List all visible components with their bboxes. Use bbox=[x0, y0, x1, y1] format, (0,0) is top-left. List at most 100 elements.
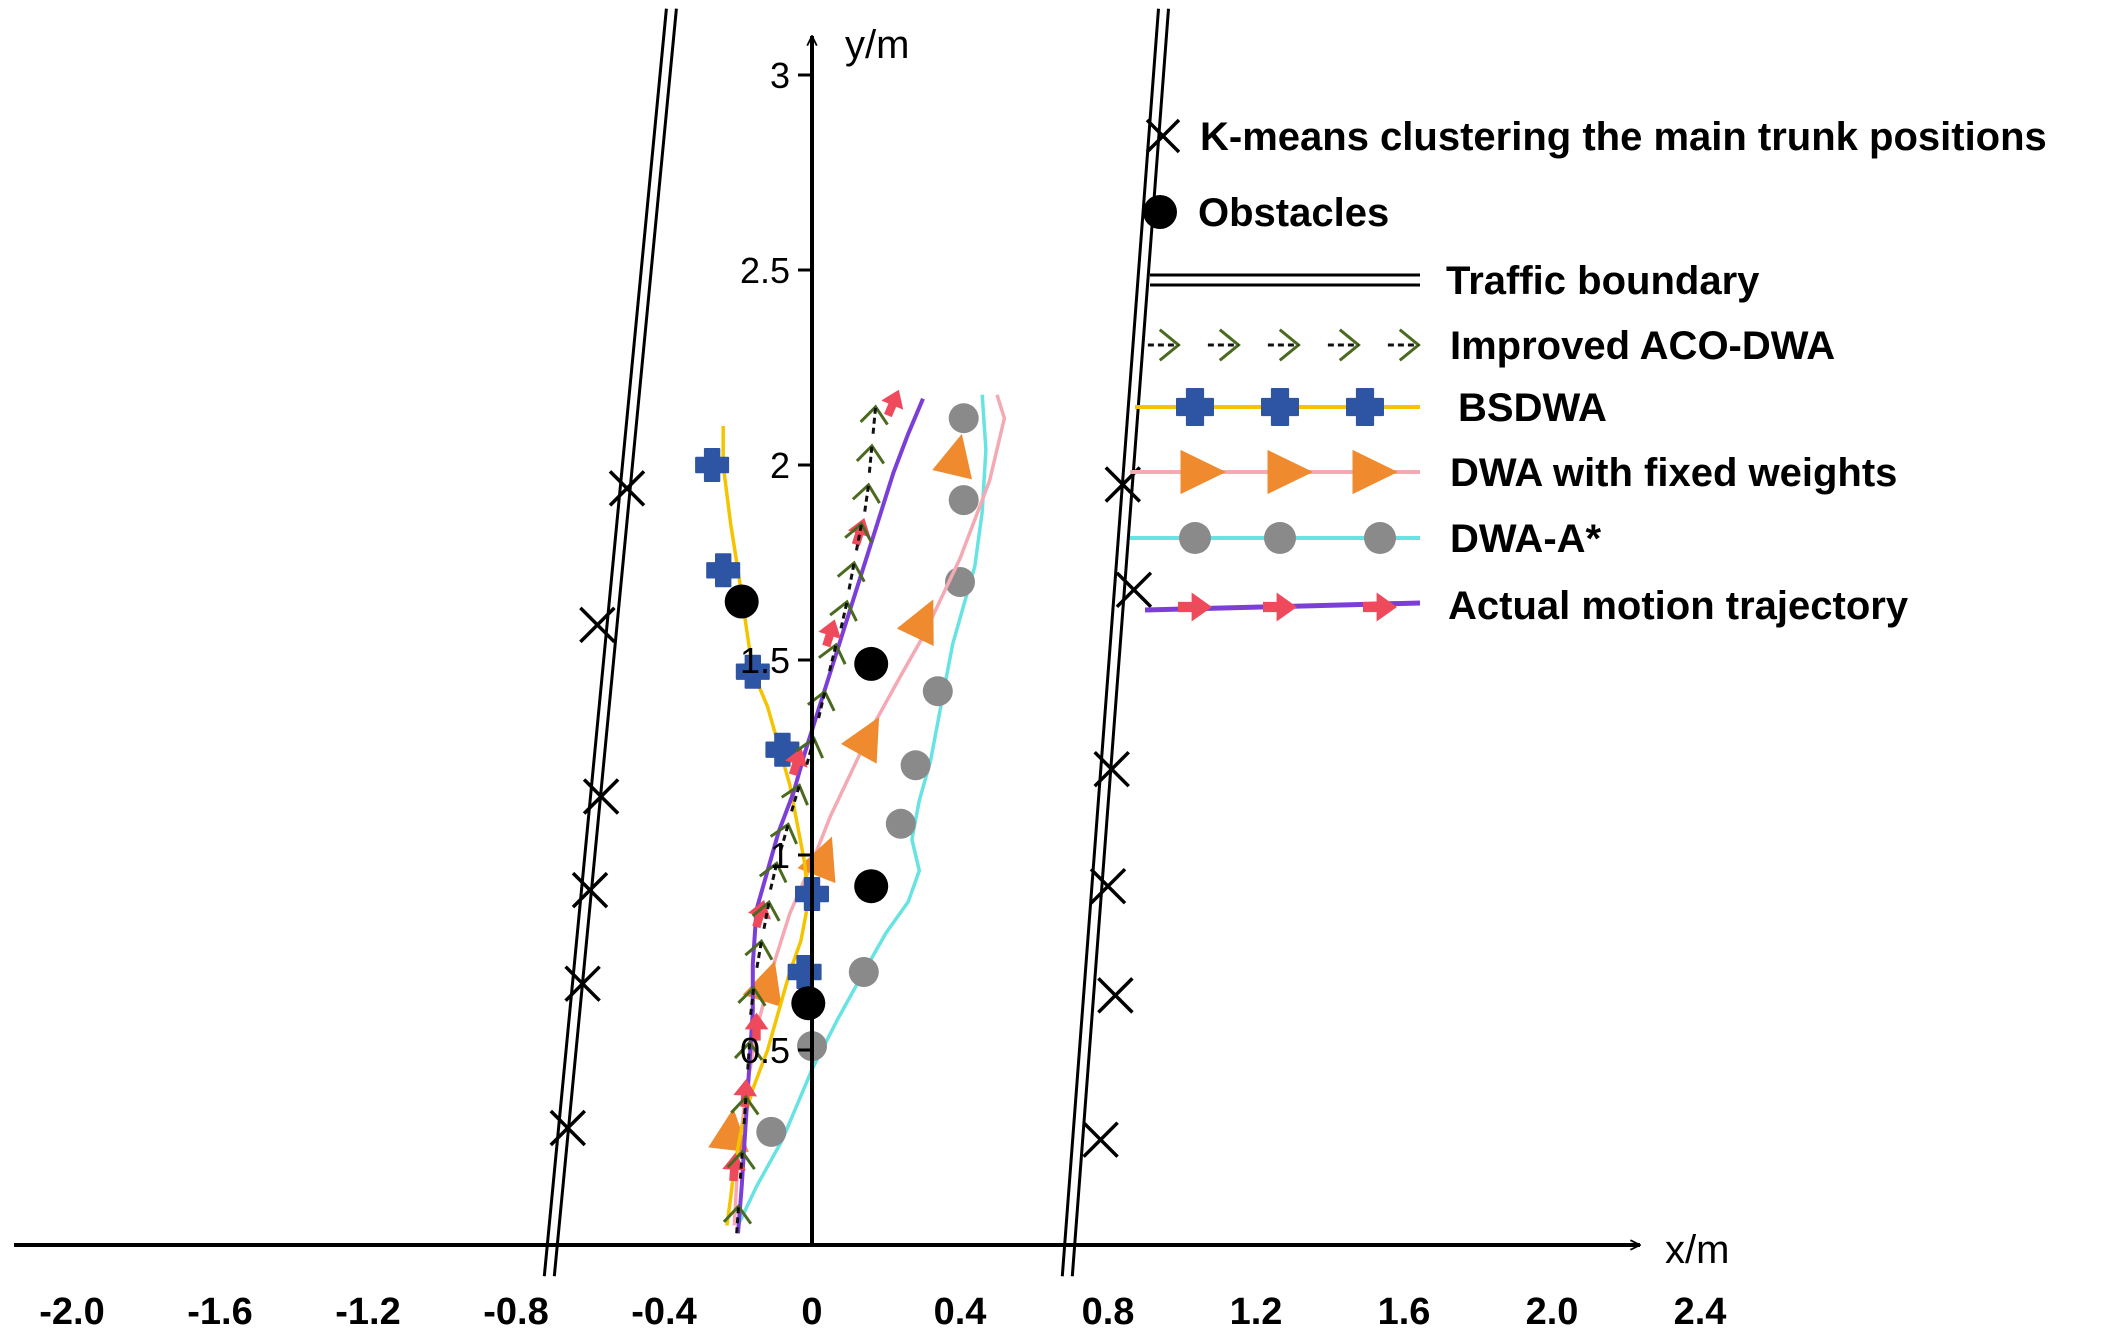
dwa-fixed-point bbox=[932, 433, 972, 480]
x-tick-label: 1.6 bbox=[1378, 1291, 1431, 1333]
actual-trajectory-point bbox=[847, 517, 871, 546]
x-tick-label: -1.2 bbox=[335, 1291, 400, 1333]
kmeans-layer bbox=[549, 466, 1153, 1158]
kmeans-point bbox=[579, 606, 616, 644]
dwa-astar-point bbox=[948, 403, 979, 434]
dwa-astar-point bbox=[885, 808, 916, 839]
traffic-boundary-line bbox=[552, 8, 678, 1277]
dwa-astar-point bbox=[756, 1116, 787, 1147]
legend-label: DWA-A* bbox=[1450, 517, 1602, 561]
improved-aco-dwa-point bbox=[844, 521, 874, 551]
y-tick-label: 2 bbox=[770, 445, 790, 486]
legend-actual-icon bbox=[1363, 592, 1397, 622]
x-tick-label: -0.4 bbox=[631, 1291, 696, 1333]
actual-trajectory-point bbox=[722, 1153, 746, 1182]
y-axis-label: y/m bbox=[845, 23, 909, 67]
dwa-astar-point bbox=[848, 957, 879, 987]
kmeans-point bbox=[564, 965, 601, 1002]
legend-label: Actual motion trajectory bbox=[1448, 584, 1909, 628]
bsdwa-point bbox=[765, 732, 800, 767]
legend-astar-icon bbox=[1364, 522, 1396, 554]
legend-label: Improved ACO-DWA bbox=[1450, 324, 1835, 368]
actual-trajectory-point bbox=[744, 1012, 769, 1041]
kmeans-point bbox=[1097, 977, 1134, 1014]
series-bsdwa bbox=[695, 426, 829, 1226]
dwa-astar-line bbox=[736, 394, 988, 1227]
actual-trajectory-point bbox=[785, 748, 808, 777]
bsdwa-point bbox=[706, 553, 741, 588]
x-tick-label: -0.8 bbox=[483, 1291, 548, 1333]
improved-aco-dwa-point bbox=[836, 560, 866, 590]
improved-aco-dwa-point bbox=[780, 783, 809, 812]
improved-aco-dwa-point bbox=[733, 1040, 764, 1070]
y-tick-label: 1.5 bbox=[740, 640, 790, 681]
series-dwa-fixed-weights bbox=[708, 394, 1007, 1226]
legend-improved-icon bbox=[1207, 328, 1241, 362]
y-tick-label: 1 bbox=[770, 835, 790, 876]
kmeans-point bbox=[549, 1109, 587, 1147]
legend-item-kmeans: K-means clustering the main trunk positi… bbox=[1145, 115, 2047, 159]
actual-trajectory-point bbox=[881, 389, 904, 418]
legend-improved-icon bbox=[1327, 328, 1361, 362]
legend-kmeans-icon bbox=[1145, 118, 1181, 154]
x-tick-label: 0.8 bbox=[1082, 1291, 1135, 1333]
bsdwa-point bbox=[735, 654, 770, 689]
dwa-fixed-point bbox=[840, 717, 880, 764]
traffic-boundary-line bbox=[1060, 8, 1160, 1277]
legend-bsdwa-icon bbox=[1176, 388, 1214, 426]
improved-aco-dwa-point bbox=[829, 599, 858, 629]
improved-aco-dwa-point bbox=[737, 985, 767, 1015]
axes: x/m y/m bbox=[14, 23, 1729, 1272]
x-tick-label: -1.6 bbox=[187, 1291, 252, 1333]
legend-item-fixed: DWA with fixed weights bbox=[1130, 449, 1897, 495]
improved-aco-dwa-point bbox=[769, 822, 798, 851]
legend-improved-icon bbox=[1147, 328, 1181, 362]
y-tick-label: 0.5 bbox=[740, 1030, 790, 1071]
x-tick-label: -2.0 bbox=[39, 1291, 104, 1333]
obstacle-point bbox=[854, 646, 889, 681]
dwa-astar-point bbox=[922, 676, 953, 707]
legend-label: DWA with fixed weights bbox=[1450, 451, 1897, 495]
legend: K-means clustering the main trunk positi… bbox=[1130, 115, 2047, 628]
legend-item-actual: Actual motion trajectory bbox=[1144, 584, 1909, 628]
obstacle-point bbox=[791, 986, 826, 1021]
dwa-fixed-line bbox=[732, 394, 1007, 1226]
legend-fixed-icon bbox=[1352, 449, 1398, 495]
improved-aco-dwa-point bbox=[818, 642, 847, 672]
legend-bsdwa-icon bbox=[1261, 388, 1299, 426]
kmeans-point bbox=[1089, 867, 1127, 905]
obstacle-point bbox=[854, 869, 889, 904]
legend-item-boundary: Traffic boundary bbox=[1150, 259, 1760, 303]
kmeans-point bbox=[1082, 1121, 1119, 1158]
legend-actual-icon bbox=[1178, 592, 1212, 622]
x-tick-label: 0.4 bbox=[934, 1291, 987, 1333]
legend-fixed-icon bbox=[1180, 449, 1226, 495]
legend-label: Traffic boundary bbox=[1446, 259, 1760, 303]
improved-aco-dwa-point bbox=[722, 1203, 753, 1234]
legend-improved-icon bbox=[1387, 328, 1421, 362]
improved-aco-dwa-point bbox=[855, 443, 886, 473]
obstacles-layer bbox=[724, 584, 889, 1021]
x-tick-label: 0 bbox=[801, 1291, 822, 1333]
x-tick-label: 2.4 bbox=[1674, 1291, 1727, 1333]
legend-fixed-icon bbox=[1267, 449, 1313, 495]
obstacle-point bbox=[724, 584, 759, 619]
improved-aco-dwa-point bbox=[744, 938, 774, 969]
traffic-boundaries bbox=[542, 8, 1170, 1277]
legend-obstacle-icon bbox=[1143, 195, 1177, 229]
improved-aco-dwa-point bbox=[726, 1149, 756, 1179]
legend-improved-icon bbox=[1267, 328, 1301, 362]
legend-label: BSDWA bbox=[1458, 386, 1607, 430]
kmeans-point bbox=[1115, 571, 1153, 609]
improved-aco-dwa-point bbox=[859, 404, 889, 434]
series-dwa-astar bbox=[736, 394, 988, 1227]
improved-aco-dwa-point bbox=[758, 860, 788, 890]
improved-aco-dwa-point bbox=[751, 899, 781, 930]
legend-item-bsdwa: BSDWA bbox=[1135, 386, 1607, 430]
actual-trajectory-point bbox=[818, 619, 842, 648]
legend-bsdwa-icon bbox=[1346, 388, 1384, 426]
legend-label: K-means clustering the main trunk positi… bbox=[1200, 115, 2047, 159]
dwa-astar-point bbox=[948, 485, 979, 516]
kmeans-point bbox=[1093, 750, 1130, 788]
x-tick-label: 2.0 bbox=[1526, 1291, 1579, 1333]
